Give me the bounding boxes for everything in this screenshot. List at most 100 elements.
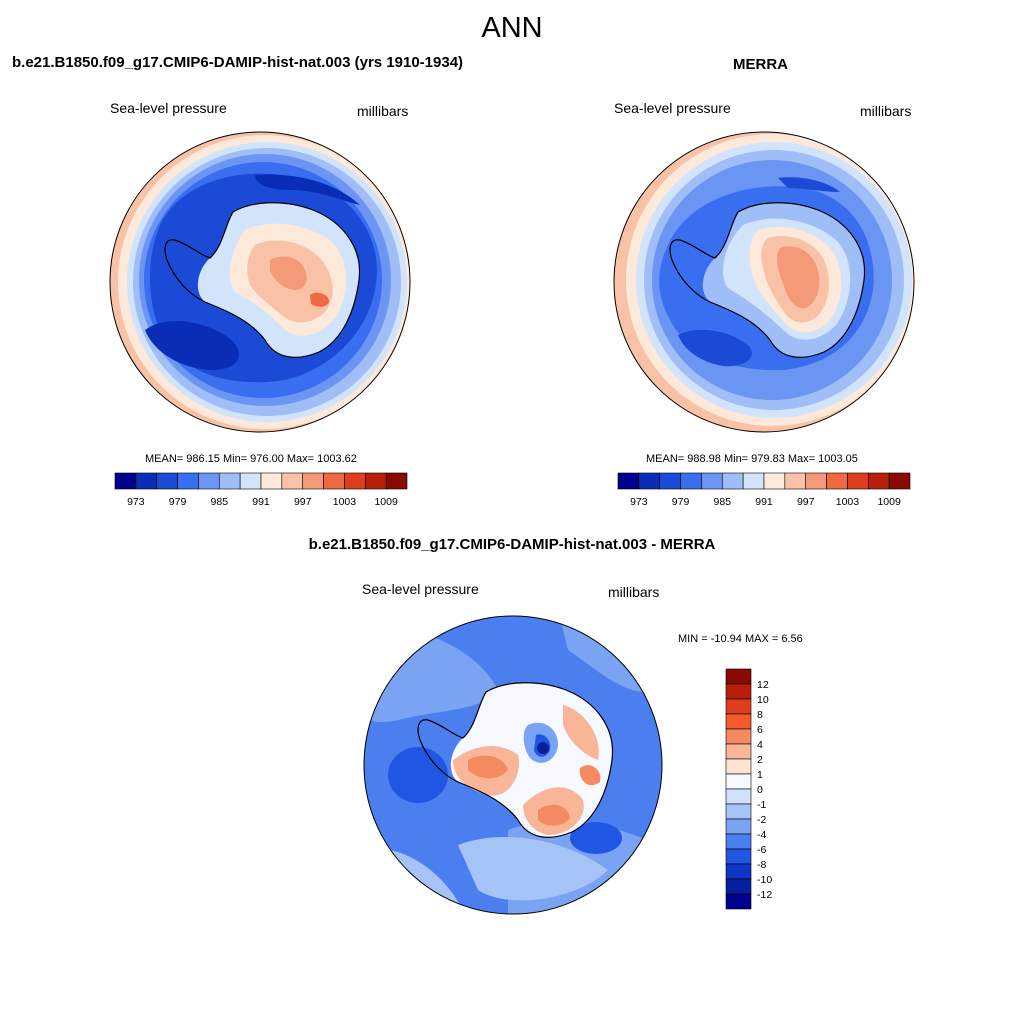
- colorbar-swatch: [725, 758, 752, 775]
- colorbar-tick-label: 979: [672, 496, 690, 508]
- colorbar-tick-label: 991: [252, 496, 270, 508]
- map3-antarctica-pos4-c: [579, 765, 601, 786]
- figure-title: ANN: [481, 12, 543, 44]
- colorbar-tick-label: 997: [294, 496, 312, 508]
- colorbar-swatch: [239, 472, 262, 490]
- colorbar-swatch: [260, 472, 283, 490]
- map3-fill-neg6: [388, 747, 448, 803]
- map1-fill-c976: [255, 174, 360, 205]
- panel3-title: b.e21.B1850.f09_g17.CMIP6-DAMIP-hist-nat…: [308, 536, 716, 553]
- colorbar-swatch: [135, 472, 158, 490]
- map2-fill-c979-b: [678, 329, 752, 367]
- colorbar-swatch: [177, 472, 199, 490]
- colorbar-swatch: [888, 472, 911, 490]
- colorbar-tick-label: 973: [127, 496, 145, 508]
- colorbar-tick-label: 1003: [836, 496, 860, 508]
- colorbar-swatch: [867, 472, 890, 490]
- colorbar-tick-label: 10: [757, 694, 769, 706]
- colorbar-swatch: [847, 472, 869, 490]
- panel2-colorbar-labels: 973979985991997100310091015: [630, 496, 901, 508]
- panel2-polar-map: [613, 131, 915, 433]
- colorbar-swatch: [725, 803, 752, 820]
- colorbar-tick-label: 997: [797, 496, 815, 508]
- colorbar-swatch: [680, 472, 702, 490]
- colorbar-tick-label: -2: [757, 814, 766, 826]
- colorbar-swatch: [323, 472, 345, 490]
- colorbar-swatch: [344, 472, 366, 490]
- panel1-title: b.e21.B1850.f09_g17.CMIP6-DAMIP-hist-nat…: [12, 54, 464, 71]
- colorbar-tick-label: -4: [757, 829, 766, 841]
- map1-antarctica-c1000: [270, 256, 307, 291]
- map3-antarctica-pos4-b: [538, 804, 570, 826]
- colorbar-swatch: [725, 893, 752, 910]
- panel1-variable-label: Sea-level pressure: [110, 100, 227, 116]
- colorbar-swatch: [198, 472, 220, 490]
- colorbar-swatch: [218, 472, 241, 490]
- map2-coastline: [669, 202, 866, 358]
- colorbar-tick-label: 4: [757, 739, 763, 751]
- colorbar-tick-label: 8: [757, 709, 763, 721]
- colorbar-swatch: [725, 713, 752, 730]
- colorbar-swatch: [725, 743, 752, 760]
- colorbar-tick-label: 1009: [877, 496, 901, 508]
- panel1-polar-map: [109, 131, 411, 433]
- colorbar-tick-label: 12: [757, 679, 769, 691]
- panel1-colorbar-swatches: [114, 472, 408, 490]
- colorbar-tick-label: 973: [630, 496, 648, 508]
- colorbar-swatch: [725, 698, 752, 715]
- colorbar-swatch: [617, 472, 640, 490]
- map1-coastline: [164, 202, 361, 358]
- colorbar-swatch: [364, 472, 387, 490]
- colorbar-swatch: [763, 472, 786, 490]
- colorbar-tick-label: 985: [714, 496, 732, 508]
- colorbar-swatch: [725, 848, 752, 865]
- panel1-units-label: millibars: [357, 103, 409, 119]
- colorbar-swatch: [784, 472, 807, 490]
- colorbar-swatch: [725, 668, 752, 685]
- map3-antarctica-pos2-c: [563, 705, 599, 760]
- colorbar-swatch: [725, 818, 752, 835]
- colorbar-swatch: [826, 472, 848, 490]
- colorbar-swatch: [725, 788, 752, 805]
- map1-boundary: [109, 131, 411, 433]
- colorbar-tick-label: -10: [757, 874, 772, 886]
- panel2-colorbar: 973979985991997100310091015: [617, 472, 911, 508]
- colorbar-swatch: [725, 773, 752, 790]
- panel1-colorbar-labels: 973979985991997100310091015: [127, 496, 398, 508]
- colorbar-swatch: [114, 472, 137, 490]
- map3-coastline: [417, 682, 614, 838]
- colorbar-swatch: [725, 728, 752, 745]
- panel3-polar-map: [363, 615, 663, 915]
- colorbar-tick-label: 1: [757, 769, 763, 781]
- panel2-colorbar-swatches: [617, 472, 911, 490]
- colorbar-tick-label: -12: [757, 889, 772, 901]
- colorbar-swatch: [725, 833, 752, 850]
- panel2-units-label: millibars: [860, 103, 912, 119]
- map3-fill-neg1-b: [458, 837, 608, 901]
- map2-fill-c979: [778, 177, 840, 192]
- panel3-colorbar-swatches: [725, 668, 752, 910]
- panel3-stats: MIN = -10.94 MAX = 6.56: [678, 633, 803, 645]
- colorbar-swatch: [701, 472, 723, 490]
- colorbar-swatch: [281, 472, 304, 490]
- panel2-stats: MEAN= 988.98 Min= 979.83 Max= 1003.05: [646, 453, 858, 465]
- panel1-colorbar: 973979985991997100310091015: [114, 472, 408, 508]
- colorbar-tick-label: 991: [755, 496, 773, 508]
- colorbar-tick-label: 979: [169, 496, 187, 508]
- map2-boundary: [613, 131, 915, 433]
- panel2-variable-label: Sea-level pressure: [614, 100, 731, 116]
- colorbar-swatch: [638, 472, 661, 490]
- map1-fill-c976-b: [145, 320, 239, 370]
- colorbar-swatch: [725, 863, 752, 880]
- colorbar-tick-label: -8: [757, 859, 766, 871]
- colorbar-swatch: [721, 472, 744, 490]
- colorbar-tick-label: 1009: [374, 496, 398, 508]
- colorbar-swatch: [725, 683, 752, 700]
- panel3-variable-label: Sea-level pressure: [362, 581, 479, 597]
- colorbar-swatch: [659, 472, 681, 490]
- colorbar-swatch: [725, 878, 752, 895]
- map2-antarctica-c1000: [777, 246, 820, 309]
- colorbar-tick-label: -6: [757, 844, 766, 856]
- map3-antarctica-pos4: [468, 755, 508, 779]
